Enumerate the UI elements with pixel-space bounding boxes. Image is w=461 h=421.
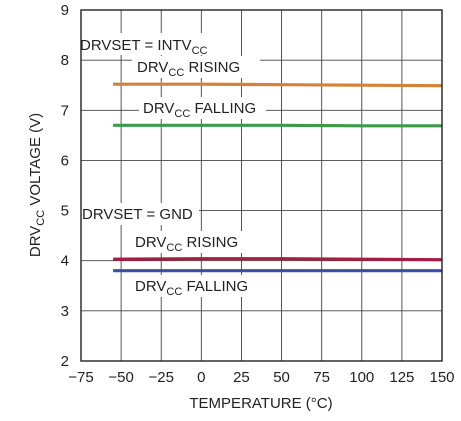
series-lines [113, 82, 443, 273]
annotation-rising-high: DRVCC RISING [132, 56, 260, 79]
plot-frame [80, 9, 443, 362]
series-line-2 [113, 123, 442, 128]
series-line-1 [113, 82, 443, 88]
annotation-drvset-gnd: DRVSET = GND [78, 203, 199, 225]
x-tick-label: −25 [148, 369, 173, 386]
y-tick-label: 5 [61, 203, 69, 220]
y-axis-label: DRVCC VOLTAGE (V) [27, 113, 47, 257]
y-tick-label: 8 [61, 52, 69, 69]
annotation-rising-low: DRVCC RISING [131, 231, 255, 254]
x-tick-label: 75 [313, 369, 330, 386]
svg-text:DRVCC RISING: DRVCC RISING [137, 59, 240, 79]
svg-text:DRVSET = GND: DRVSET = GND [82, 206, 193, 223]
svg-text:DRVCC RISING: DRVCC RISING [135, 234, 238, 254]
x-tick-label: −50 [108, 369, 133, 386]
annotation-falling-low: DRVCC FALLING [131, 275, 263, 298]
y-tick-label: 3 [61, 303, 69, 320]
x-tick-label: 0 [197, 369, 205, 386]
annotation-falling-high: DRVCC FALLING [139, 97, 266, 120]
annotations: DRVSET = INTVCC DRVCC RISING DRVCC FALLI… [76, 33, 266, 298]
x-tick-label: −75 [68, 369, 93, 386]
y-tick-label: 6 [61, 152, 69, 169]
y-tick-label: 9 [61, 2, 69, 19]
svg-text:DRVCC FALLING: DRVCC FALLING [135, 278, 248, 298]
x-tick-label: 100 [349, 369, 374, 386]
x-tick-label: 50 [273, 369, 290, 386]
annotation-drvset-intv: DRVSET = INTVCC [76, 33, 217, 57]
x-axis-label: TEMPERATURE (°C) [189, 395, 332, 412]
x-tick-label: 25 [233, 369, 250, 386]
x-tick-label: 125 [389, 369, 414, 386]
y-tick-label: 7 [61, 102, 69, 119]
y-tick-label: 2 [61, 353, 69, 370]
x-tick-label: 150 [429, 369, 454, 386]
y-tick-label: 4 [61, 253, 69, 270]
svg-text:DRVCC FALLING: DRVCC FALLING [143, 100, 256, 120]
series-line-3 [113, 257, 443, 262]
tick-labels: −75 −50 −25 0 25 50 75 100 125 150 2 3 4 5 6 7 8 9 [61, 2, 455, 386]
svg-text:DRVSET = INTVCC: DRVSET = INTVCC [80, 37, 208, 57]
